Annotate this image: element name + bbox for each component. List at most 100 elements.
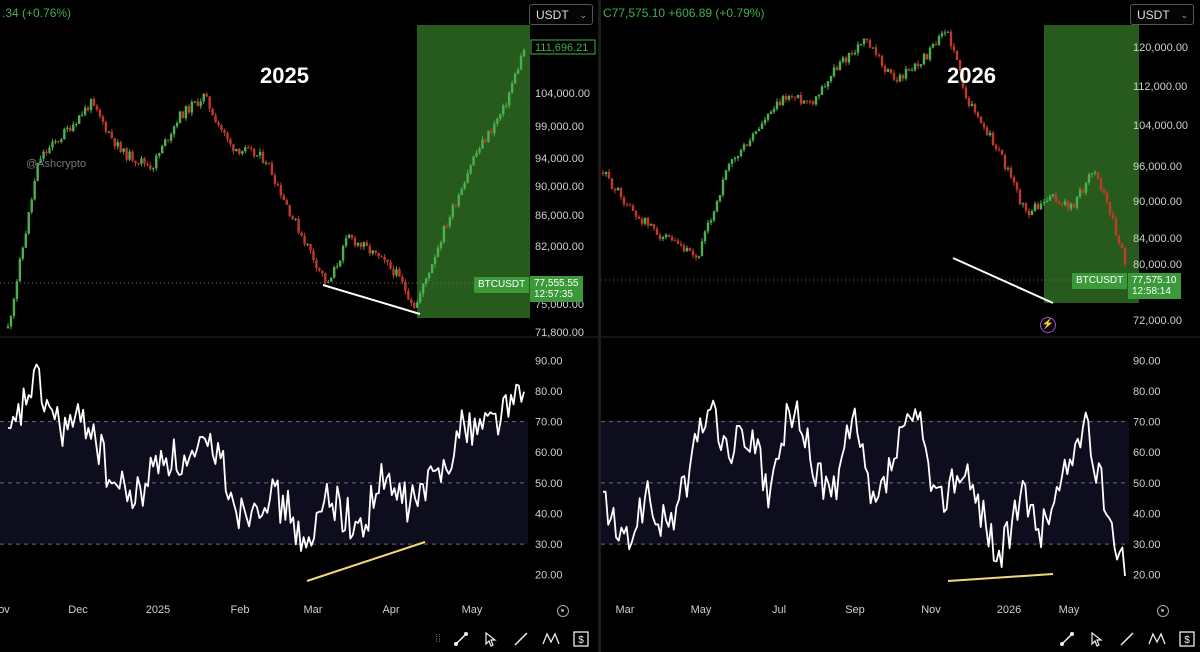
candle-body bbox=[208, 96, 211, 109]
candle-body bbox=[178, 111, 182, 123]
right-settings-icon[interactable] bbox=[1157, 605, 1169, 617]
candle-body bbox=[1042, 201, 1046, 204]
candle-body bbox=[853, 52, 857, 55]
right-chart-svg[interactable]: 120,000.00 112,000.00 104,000.00 96,000.00 9… bbox=[601, 0, 1200, 624]
line-icon[interactable] bbox=[1112, 627, 1142, 651]
candle-body bbox=[775, 101, 779, 110]
rsi-axis-label: 30.00 bbox=[1133, 539, 1161, 551]
candle-body bbox=[655, 228, 659, 235]
cursor-icon[interactable] bbox=[476, 627, 506, 651]
candle-body bbox=[469, 165, 472, 174]
candle-body bbox=[985, 127, 989, 136]
candle-body bbox=[1057, 202, 1061, 204]
candle-body bbox=[439, 242, 443, 248]
candle-body bbox=[646, 217, 650, 226]
candle-body bbox=[410, 299, 413, 303]
candle-body bbox=[793, 96, 797, 98]
price-axis-label: 94,000.00 bbox=[535, 153, 584, 165]
candle-body bbox=[460, 188, 463, 196]
candle-body bbox=[371, 250, 374, 254]
candle-body bbox=[454, 204, 457, 206]
candle-body bbox=[829, 76, 833, 82]
candle-body bbox=[928, 47, 932, 60]
right-chart-panel[interactable]: 120,000.00 112,000.00 104,000.00 96,000.00 9… bbox=[601, 0, 1200, 624]
candle-body bbox=[922, 53, 926, 65]
candle-body bbox=[39, 158, 42, 164]
projection-box bbox=[1044, 25, 1139, 303]
candle-body bbox=[808, 101, 812, 103]
candle-body bbox=[427, 273, 431, 279]
left-year-label: 2025 bbox=[260, 63, 309, 88]
candle-body bbox=[279, 185, 283, 196]
left-chart-panel[interactable]: 104,000.00 99,000.00 94,000.00 90,000.00 86,… bbox=[0, 0, 598, 624]
price-axis-label: 84,000.00 bbox=[1133, 233, 1182, 245]
candle-body bbox=[490, 130, 493, 134]
candle-body bbox=[21, 247, 25, 259]
candle-body bbox=[778, 101, 782, 106]
high-price-tag-box bbox=[530, 39, 596, 55]
candle-body bbox=[883, 66, 887, 72]
candle-body bbox=[356, 242, 360, 246]
price-range-icon[interactable]: $ bbox=[1172, 627, 1200, 651]
candle-body bbox=[493, 123, 496, 134]
left-chart-svg[interactable]: 104,000.00 99,000.00 94,000.00 90,000.00 86,… bbox=[0, 0, 598, 624]
pattern-icon[interactable] bbox=[536, 627, 566, 651]
candle-body bbox=[36, 163, 39, 182]
candle-body bbox=[478, 148, 481, 153]
line-icon[interactable] bbox=[506, 627, 536, 651]
rsi-axis-label: 20.00 bbox=[535, 570, 563, 582]
candle-body bbox=[874, 47, 878, 55]
candle-body bbox=[152, 168, 155, 170]
left-currency-select[interactable]: USDT ⌄ bbox=[529, 4, 593, 25]
candle-body bbox=[925, 53, 929, 60]
trend-line-icon[interactable] bbox=[446, 627, 476, 651]
candle-body bbox=[961, 70, 965, 88]
candle-body bbox=[247, 147, 250, 149]
candle-body bbox=[718, 195, 722, 202]
candle-body bbox=[847, 52, 851, 63]
candle-body bbox=[670, 236, 674, 241]
candle-body bbox=[92, 98, 96, 106]
left-last-price: 77,555.55 bbox=[534, 278, 579, 289]
projection-box bbox=[417, 25, 530, 318]
candle-body bbox=[190, 101, 194, 113]
candle-body bbox=[766, 114, 770, 120]
candle-body bbox=[229, 139, 232, 145]
price-range-icon[interactable]: $ bbox=[566, 627, 596, 651]
right-countdown: 12:58:14 bbox=[1132, 286, 1171, 297]
pattern-icon[interactable] bbox=[1142, 627, 1172, 651]
candle-body bbox=[682, 245, 686, 252]
drag-handle-icon[interactable]: ⁞⁞ bbox=[434, 633, 442, 645]
candle-body bbox=[98, 109, 102, 117]
candle-body bbox=[333, 267, 336, 278]
right-currency-select[interactable]: USDT ⌄ bbox=[1130, 4, 1194, 25]
candle-body bbox=[805, 100, 809, 102]
candle-body bbox=[158, 153, 161, 156]
price-trendline bbox=[952, 257, 1054, 304]
candle-body bbox=[205, 93, 208, 97]
candle-body bbox=[1105, 192, 1109, 202]
candle-body bbox=[988, 132, 992, 136]
candle-body bbox=[946, 31, 950, 33]
candle-body bbox=[276, 183, 280, 186]
candle-body bbox=[377, 252, 380, 257]
lightning-icon[interactable]: ⚡ bbox=[1040, 317, 1056, 333]
candle-body bbox=[350, 234, 354, 238]
panel-separator[interactable] bbox=[598, 0, 601, 652]
candle-body bbox=[42, 151, 45, 159]
left-settings-icon[interactable] bbox=[557, 605, 569, 617]
candle-body bbox=[433, 257, 437, 265]
candle-body bbox=[601, 172, 605, 174]
chevron-down-icon: ⌄ bbox=[579, 10, 587, 20]
candle-body bbox=[255, 155, 259, 157]
candle-body bbox=[937, 36, 941, 45]
candle-body bbox=[616, 188, 620, 191]
candle-body bbox=[622, 197, 626, 205]
price-axis-label: 96,000.00 bbox=[1133, 161, 1182, 173]
candle-body bbox=[380, 256, 383, 258]
cursor-icon[interactable] bbox=[1082, 627, 1112, 651]
trend-line-icon[interactable] bbox=[1052, 627, 1082, 651]
candle-body bbox=[383, 256, 386, 261]
candle-body bbox=[712, 211, 716, 221]
price-axis-label: 82,000.00 bbox=[535, 241, 584, 253]
